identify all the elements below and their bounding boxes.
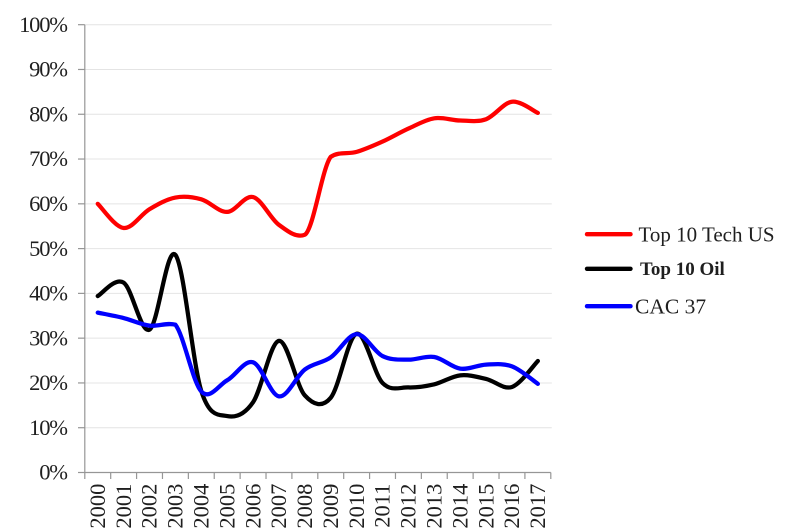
svg-text:2003: 2003 [163,484,188,529]
svg-text:40%: 40% [29,281,67,306]
svg-text:2002: 2002 [137,484,162,529]
svg-text:20%: 20% [29,370,67,395]
svg-text:2010: 2010 [344,484,369,529]
svg-text:2014: 2014 [447,484,472,529]
svg-text:2004: 2004 [189,484,214,529]
svg-text:80%: 80% [29,101,67,126]
svg-text:2011: 2011 [370,484,395,528]
svg-text:50%: 50% [29,236,67,261]
svg-text:2016: 2016 [499,484,524,529]
svg-text:2015: 2015 [473,484,498,529]
svg-text:2013: 2013 [422,484,447,529]
svg-text:2000: 2000 [85,484,110,529]
svg-text:60%: 60% [29,191,67,216]
svg-text:2012: 2012 [396,484,421,529]
svg-text:2006: 2006 [240,484,265,529]
svg-text:10%: 10% [29,415,67,440]
svg-text:2009: 2009 [318,484,343,529]
svg-text:0%: 0% [39,460,67,485]
svg-text:Top 10 Tech US: Top 10 Tech US [639,222,775,246]
svg-text:100%: 100% [19,12,67,37]
svg-text:30%: 30% [29,325,67,350]
svg-text:2008: 2008 [292,484,317,529]
svg-text:70%: 70% [29,146,67,171]
svg-text:Top 10 Oil: Top 10 Oil [640,259,725,280]
svg-text:CAC 37: CAC 37 [635,294,706,318]
svg-text:2005: 2005 [214,484,239,529]
svg-text:2001: 2001 [111,484,136,529]
svg-text:2017: 2017 [525,484,550,529]
svg-text:2007: 2007 [266,484,291,529]
svg-text:90%: 90% [29,57,67,82]
